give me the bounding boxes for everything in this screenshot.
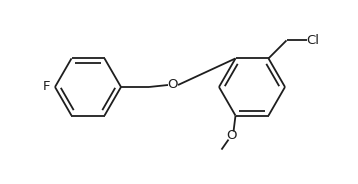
Text: Cl: Cl (306, 34, 319, 47)
Text: O: O (226, 129, 237, 142)
Text: F: F (42, 81, 50, 93)
Text: O: O (168, 79, 178, 91)
